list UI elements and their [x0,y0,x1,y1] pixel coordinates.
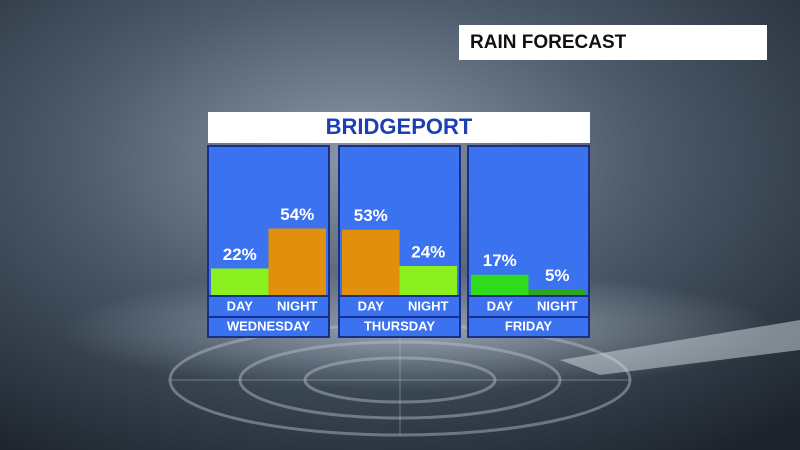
banner-box [459,25,767,60]
value-label: 54% [280,205,314,224]
category-label: NIGHT [408,298,449,313]
value-label: 5% [545,266,570,285]
day-name: WEDNESDAY [227,318,311,333]
value-label: 53% [354,206,388,225]
banner-text: RAIN FORECAST [470,32,627,53]
category-label: DAY [358,298,385,313]
radar-sweep [560,320,800,375]
category-label: NIGHT [277,298,318,313]
day-name: THURSDAY [364,318,435,333]
bar [471,274,529,296]
bar [342,229,400,296]
category-label: NIGHT [537,298,578,313]
category-label: DAY [227,298,254,313]
value-label: 22% [223,245,257,264]
panels: 22% DAY 54% NIGHT WEDNESDAY 53% DAY 24% NIGHT THU… [207,145,590,338]
bar [528,289,586,296]
day-name: FRIDAY [505,318,553,333]
value-label: 17% [483,251,517,270]
radar-rings [168,323,632,437]
title-box [208,112,590,143]
bar [399,266,457,296]
value-label: 24% [411,242,445,261]
bar [211,268,269,296]
panel [467,145,590,338]
category-label: DAY [487,298,514,313]
chart-title: BRIDGEPORT [326,114,473,139]
bar [268,228,326,296]
